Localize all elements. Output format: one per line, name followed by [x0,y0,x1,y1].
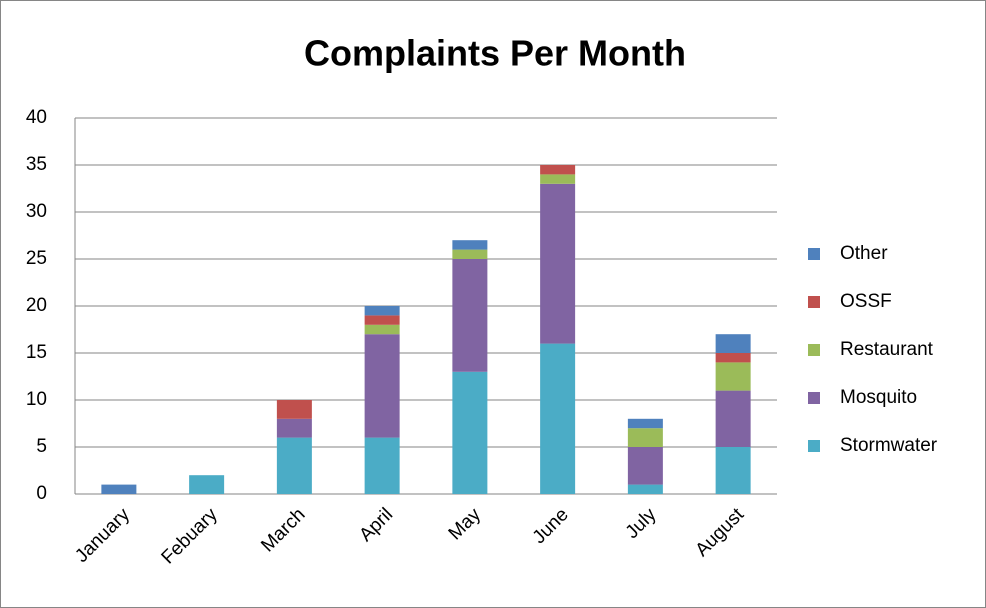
bar-segment [715,362,751,391]
bar-segment [715,334,751,353]
bar-segment [452,259,488,372]
bar-segment [627,428,663,447]
legend-label: Restaurant [840,339,934,360]
bar-segment [364,306,400,316]
chart-title: Complaints Per Month [304,33,686,74]
bar-segment [715,447,751,494]
bar-segment [627,484,663,494]
bar-segment [452,240,488,250]
y-tick-label: 10 [26,389,47,410]
y-tick-label: 15 [26,342,47,363]
y-tick-label: 40 [26,107,47,128]
legend-label: OSSF [840,291,892,312]
legend-swatch [808,392,820,404]
bar-segment [627,418,663,429]
bar-segment [540,165,576,175]
legend-swatch [808,248,820,260]
bar-segment [364,334,400,438]
bar-segment [715,390,751,447]
bar-segment [452,249,488,259]
bar-segment [276,437,312,494]
legend-label: Stormwater [840,435,938,456]
legend-swatch [808,296,820,308]
legend-label: Mosquito [840,387,917,408]
bar-segment [364,324,400,335]
bar-segment [627,447,663,485]
legend-swatch [808,440,820,452]
bar-segment [452,371,488,494]
bar-segment [540,174,576,184]
y-tick-label: 20 [26,295,47,316]
y-tick-label: 5 [36,436,47,457]
y-tick-label: 35 [26,154,47,175]
bar-segment [276,418,312,438]
bar-segment [540,343,576,494]
legend-label: Other [840,243,888,264]
bar-segment [715,353,751,363]
y-tick-label: 30 [26,201,47,222]
bar-segment [540,183,576,344]
legend-swatch [808,344,820,356]
bar-segment [364,315,400,325]
bar-segment [276,400,312,419]
bar-segment [101,484,137,494]
bar-segment [189,475,225,494]
y-tick-label: 0 [36,483,47,504]
y-tick-label: 25 [26,248,47,269]
bar-segment [364,437,400,494]
